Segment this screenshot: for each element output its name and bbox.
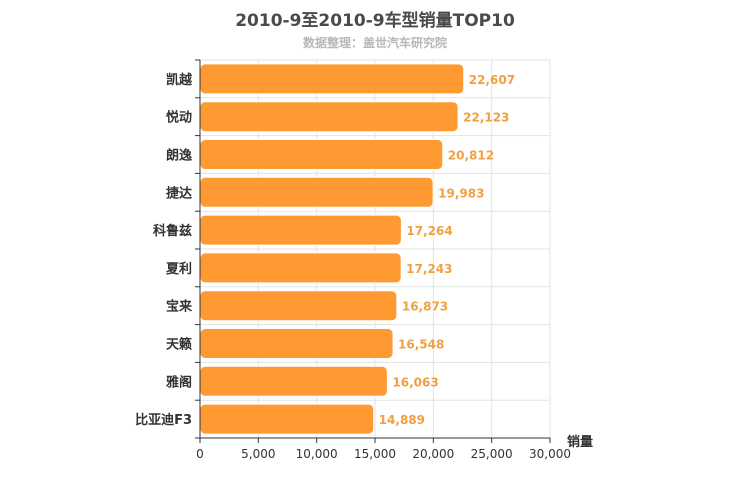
bar [199,101,459,133]
category-label: 天籁 [166,337,192,353]
value-label: 19,983 [438,186,484,200]
bar [199,403,375,435]
category-label: 雅阁 [166,374,192,390]
category-label: 悦动 [166,110,192,126]
x-tick-label: 0 [196,447,204,461]
category-label: 朗逸 [166,148,192,164]
bar [199,365,388,397]
category-label: 科鲁兹 [153,223,192,239]
value-label: 14,889 [379,413,425,427]
bar [199,290,398,322]
value-label: 20,812 [448,149,494,163]
chart-subtitle: 数据整理：盖世汽车研究院 [302,36,447,50]
x-tick-label: 30,000 [529,447,571,461]
value-label: 16,873 [402,300,448,314]
value-label: 22,607 [469,73,515,87]
category-label: 宝来 [166,299,193,315]
bar [199,176,434,208]
category-label: 凯越 [166,72,193,88]
value-label: 17,243 [406,262,452,276]
category-label: 比亚迪F3 [135,412,192,428]
bar [199,63,465,95]
bar [199,139,444,170]
bar [199,252,402,284]
value-label: 17,264 [406,224,452,238]
bar [199,214,402,246]
value-label: 16,548 [398,338,444,352]
x-tick-label: 5,000 [241,447,275,461]
x-tick-label: 10,000 [296,447,338,461]
value-label: 16,063 [392,375,438,389]
value-label: 22,123 [463,111,509,125]
x-axis-title: 销量 [567,434,593,450]
category-label: 捷达 [166,185,192,201]
bars: 22,607 22,123 20,812 19,983 17,264 17,243 16,8… [199,63,515,435]
bar [199,328,394,359]
category-label: 夏利 [165,261,192,277]
chart-title: 2010-9至2010-9车型销量TOP10 [235,11,515,31]
x-tick-label: 20,000 [412,447,454,461]
x-tick-label: 15,000 [354,447,396,461]
x-tick-label: 25,000 [471,447,513,461]
